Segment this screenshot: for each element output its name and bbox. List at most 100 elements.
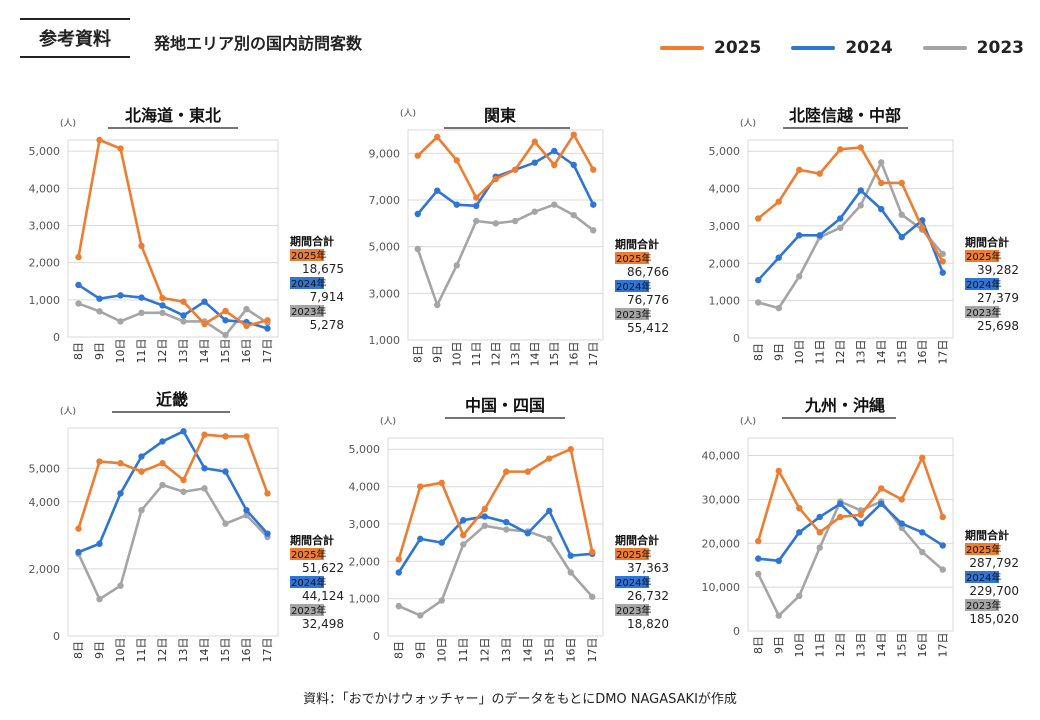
- x-tick-label: 11日: [457, 638, 470, 663]
- data-point-2025: [939, 513, 946, 521]
- data-point-2024: [460, 516, 467, 524]
- totals-year-badge: [290, 277, 324, 289]
- data-point-2023: [243, 305, 250, 313]
- x-tick-label: 9日: [93, 342, 106, 360]
- totals-value: 18,820: [627, 617, 669, 631]
- totals-year-badge: [615, 308, 649, 320]
- plot-frame: [407, 129, 604, 341]
- data-point-2025: [919, 224, 926, 231]
- series-line-2023: [77, 483, 269, 601]
- y-tick-label: 5,000: [369, 241, 401, 254]
- totals-year-label: 2025年: [966, 250, 1001, 263]
- data-point-2024: [222, 317, 229, 324]
- series-line-2024: [397, 509, 593, 574]
- data-point-2025: [75, 525, 82, 532]
- data-point-2024: [590, 201, 597, 208]
- y-tick-label: 4,000: [349, 481, 381, 494]
- y-tick-label: 3,000: [369, 287, 401, 300]
- data-point-2024: [816, 513, 823, 521]
- data-point-2024: [222, 468, 229, 475]
- data-point-2025: [201, 320, 208, 328]
- data-point-2024: [837, 500, 844, 507]
- data-point-2025: [775, 198, 782, 205]
- series-line-2024: [416, 149, 595, 215]
- data-point-2024: [264, 530, 271, 537]
- totals-year-label: 2023年: [966, 306, 1001, 319]
- x-tick-label: 15日: [219, 638, 232, 663]
- legend-swatch-2023: [922, 46, 967, 50]
- chart-title: 九州・沖縄: [804, 396, 885, 415]
- y-tick-label: 2,000: [349, 555, 381, 568]
- data-point-2025: [138, 468, 145, 475]
- data-point-2023: [492, 220, 499, 227]
- chart-panel-2: 北陸信越・中部 (人) 0 1,000 2,000 3,000 4,000 5,000 8日 9日…: [709, 106, 1020, 365]
- data-point-2025: [395, 556, 402, 563]
- y-tick-label: 1,000: [709, 295, 741, 308]
- data-point-2023: [919, 548, 926, 556]
- totals-year-badge: [965, 543, 999, 555]
- totals-heading: 期間合計: [615, 237, 659, 251]
- totals-heading: 期間合計: [965, 528, 1009, 542]
- data-point-2025: [837, 146, 844, 153]
- legend-label-2023: 2023: [976, 38, 1024, 58]
- data-point-2023: [159, 481, 166, 489]
- data-point-2023: [570, 211, 577, 219]
- page-title: 発地エリア別の国内訪問客数: [154, 34, 363, 53]
- data-point-2024: [939, 542, 946, 549]
- data-point-2024: [96, 540, 103, 547]
- data-point-2023: [75, 300, 82, 307]
- totals-value: 39,282: [977, 263, 1019, 277]
- data-point-2025: [796, 504, 803, 512]
- totals-year-label: 2025年: [291, 548, 326, 561]
- series-line-2024: [758, 502, 944, 563]
- data-point-2023: [453, 262, 460, 269]
- y-unit-label: (人): [60, 406, 76, 417]
- x-tick-label: 12日: [478, 638, 491, 663]
- data-point-2024: [919, 529, 926, 536]
- data-point-2025: [117, 460, 124, 467]
- y-tick-label: 0: [733, 332, 740, 345]
- y-tick-label: 1,000: [369, 334, 401, 347]
- data-point-2023: [138, 506, 145, 514]
- totals-value: 26,732: [627, 589, 669, 603]
- totals-year-label: 2025年: [966, 543, 1001, 556]
- x-tick-label: 14日: [521, 638, 534, 663]
- data-point-2024: [524, 530, 531, 537]
- data-point-2024: [796, 232, 803, 239]
- x-tick-label: 13日: [509, 342, 522, 367]
- y-unit-label: (人): [60, 118, 76, 129]
- x-tick-label: 10日: [793, 633, 806, 658]
- x-tick-label: 15日: [548, 342, 561, 367]
- y-tick-label: 4,000: [709, 183, 741, 196]
- y-tick-label: 0: [53, 331, 60, 344]
- y-unit-label: (人): [740, 416, 756, 427]
- data-point-2025: [570, 131, 577, 138]
- data-point-2025: [546, 455, 553, 462]
- data-point-2025: [159, 294, 166, 302]
- data-point-2023: [755, 299, 762, 306]
- legend-item-2023: 2023: [922, 38, 1024, 58]
- data-point-2024: [551, 147, 558, 155]
- totals-year-label: 2024年: [291, 277, 326, 290]
- totals-year-badge: [615, 280, 649, 292]
- totals-year-label: 2025年: [616, 252, 651, 265]
- totals-value: 32,498: [302, 617, 344, 631]
- totals-value: 229,700: [969, 584, 1019, 598]
- chart-title: 北陸信越・中部: [789, 106, 901, 125]
- data-point-2024: [546, 507, 553, 515]
- data-point-2025: [551, 161, 558, 169]
- y-unit-label: (人): [740, 118, 756, 129]
- x-tick-label: 12日: [156, 339, 169, 364]
- totals-year-badge: [965, 306, 999, 318]
- data-point-2025: [434, 133, 441, 141]
- x-tick-label: 11日: [813, 340, 826, 365]
- legend-item-2025: 2025: [660, 38, 761, 58]
- data-point-2025: [589, 548, 596, 556]
- x-tick-label: 9日: [93, 641, 106, 659]
- data-point-2025: [531, 138, 538, 145]
- x-tick-label: 8日: [72, 641, 85, 659]
- x-tick-label: 17日: [261, 339, 274, 364]
- totals-year-badge: [615, 604, 649, 616]
- data-point-2023: [939, 250, 946, 258]
- chart-panel-4: 中国・四国 (人) 0 1,000 2,000 3,000 4,000 5,000 8日 9日 10…: [349, 396, 670, 663]
